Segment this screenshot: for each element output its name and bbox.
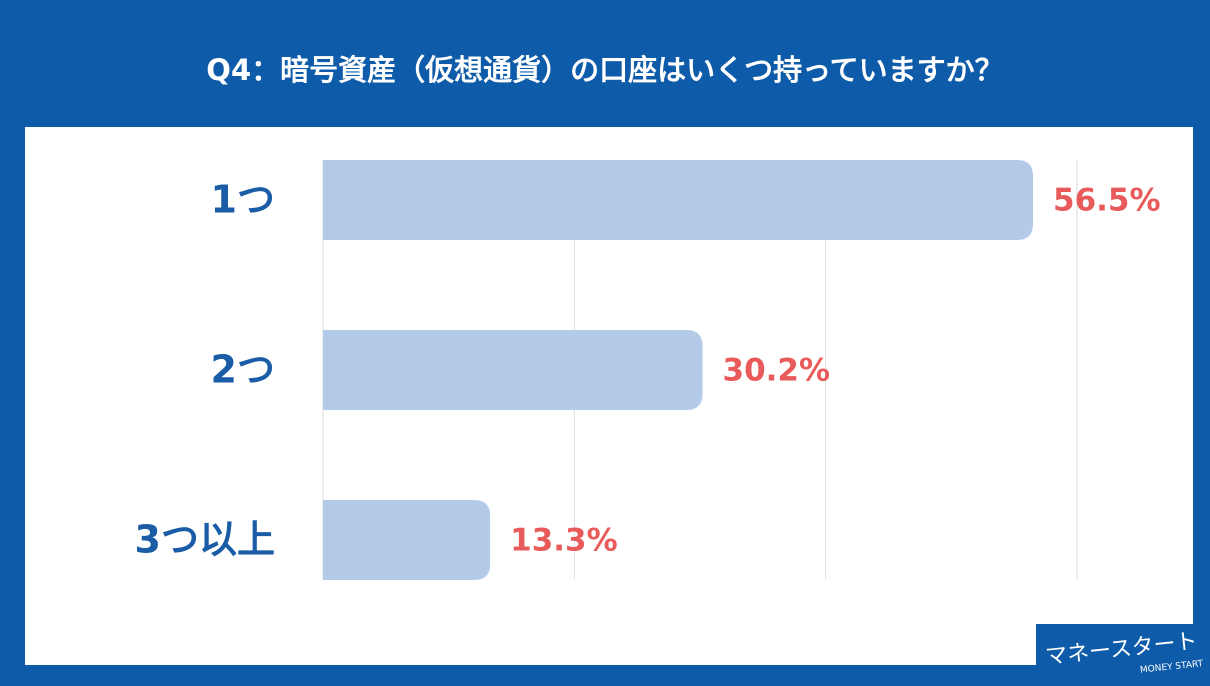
chart-title: Q4：暗号資産（仮想通貨）の口座はいくつ持っていますか？	[206, 53, 1003, 87]
value-label: 56.5%	[1053, 183, 1161, 219]
bar	[323, 160, 1034, 240]
bar	[323, 330, 703, 410]
category-label: 1つ	[211, 178, 275, 222]
category-label: 2つ	[211, 348, 275, 392]
value-label: 30.2%	[723, 353, 831, 389]
bar	[323, 500, 491, 580]
plot: 1つ 56.5% 2つ 30.2% 3つ以上 13.3%	[135, 160, 1161, 580]
value-label: 13.3%	[510, 523, 618, 559]
category-label: 3つ以上	[135, 518, 275, 562]
logo-box	[1036, 624, 1210, 686]
